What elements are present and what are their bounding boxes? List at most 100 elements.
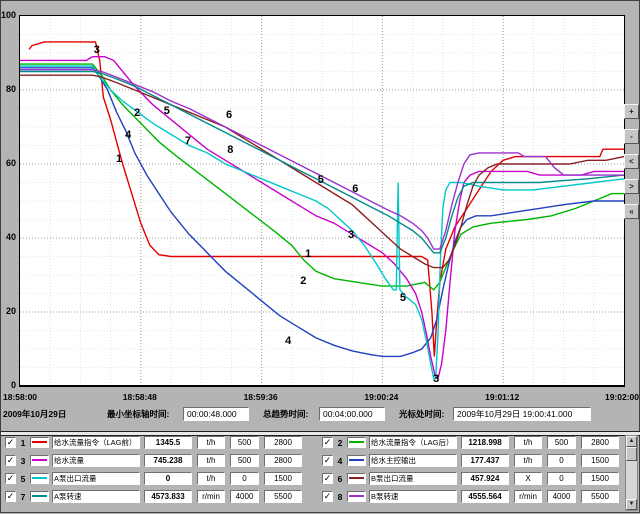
min-axis-time-field[interactable]: 00:00:48.000 xyxy=(183,407,249,421)
info-bar: 2009年10月29日 最小坐标轴时间: 00:00:48.000 总趋势时间:… xyxy=(1,407,640,423)
curve-color-swatch xyxy=(347,455,366,466)
curve-number-label: 4 xyxy=(285,334,292,347)
curve-range-min[interactable]: 500 xyxy=(230,436,259,449)
curve-range-max[interactable]: 2800 xyxy=(581,436,619,449)
legend-row: ✓ 7 A泵转速 4573.833 r/min 4000 5500 xyxy=(5,489,305,504)
curve-color-swatch xyxy=(30,437,49,448)
x-axis-tick: 18:59:36 xyxy=(243,392,278,402)
curve-label: 给水流量指令（LAG后） xyxy=(369,436,457,449)
curve-range-min[interactable]: 0 xyxy=(230,472,259,485)
legend-row: ✓ 4 给水主控输出 177.437 t/h 0 1500 xyxy=(322,453,622,468)
curve-color-swatch xyxy=(30,473,49,484)
curve-number-label: 7 xyxy=(184,134,192,147)
curve-number-label: 1 xyxy=(305,247,312,260)
curve-range-max[interactable]: 2800 xyxy=(264,454,302,467)
curve-number: 4 xyxy=(337,455,343,466)
legend-column-left: ✓ 1 给水流量指令（LAG前） 1345.5 t/h 500 2800 ✓ 3 给水流量 745.… xyxy=(5,435,305,507)
curve-unit: t/h xyxy=(514,454,542,467)
y-axis-label: 80 xyxy=(5,84,16,94)
curve-number-label: 4 xyxy=(125,129,132,142)
curve-number: 8 xyxy=(337,491,343,502)
trend-curves xyxy=(20,16,624,386)
scroll-down-icon[interactable]: ▼ xyxy=(626,499,637,510)
scroll-left-button[interactable]: < xyxy=(624,154,639,169)
curve-range-min[interactable]: 0 xyxy=(547,454,576,467)
curve-value: 4573.833 xyxy=(144,490,192,503)
curve-number: 1 xyxy=(20,437,26,448)
curve-range-min[interactable]: 500 xyxy=(230,454,259,467)
curve-number: 7 xyxy=(20,491,26,502)
total-trend-time-field[interactable]: 00:04:00.000 xyxy=(319,407,385,421)
curve-number-label: 6 xyxy=(225,108,233,121)
time-axis-strip: 18:58:00 18:58:48 18:59:36 19:00:24 19:01:12… xyxy=(1,387,640,431)
curve-visible-checkbox[interactable]: ✓ xyxy=(322,437,333,448)
curve-visible-checkbox[interactable]: ✓ xyxy=(5,473,16,484)
curve-range-max[interactable]: 1500 xyxy=(581,472,619,485)
page-left-button[interactable]: « xyxy=(624,204,639,219)
curve-label: 给水流量 xyxy=(52,454,140,467)
curve-number: 2 xyxy=(337,437,343,448)
separator xyxy=(1,431,640,436)
min-axis-time-label: 最小坐标轴时间: xyxy=(107,409,170,419)
curve-range-max[interactable]: 5500 xyxy=(581,490,619,503)
legend-column-right: ✓ 2 给水流量指令（LAG后） 1218.998 t/h 500 2800 ✓ 4 给水主控输出… xyxy=(322,435,622,507)
scroll-up-icon[interactable]: ▲ xyxy=(626,436,637,447)
trend-curve xyxy=(20,69,624,250)
curve-range-min[interactable]: 0 xyxy=(547,472,576,485)
scrollbar-thumb[interactable] xyxy=(626,447,637,461)
scroll-right-button[interactable]: > xyxy=(624,179,639,194)
curve-visible-checkbox[interactable]: ✓ xyxy=(5,491,16,502)
curve-label: 给水流量指令（LAG前） xyxy=(52,436,140,449)
curve-range-min[interactable]: 4000 xyxy=(230,490,259,503)
curve-number-label: 1 xyxy=(116,153,123,166)
trend-curve xyxy=(20,56,624,381)
curve-color-swatch xyxy=(30,491,49,502)
curve-color-swatch xyxy=(347,491,366,502)
curve-value: 177.437 xyxy=(461,454,509,467)
curve-color-swatch xyxy=(347,473,366,484)
x-axis-tick: 18:58:48 xyxy=(122,392,157,402)
curve-number-label: 5 xyxy=(163,105,170,118)
curve-number: 3 xyxy=(20,455,26,466)
curve-range-max[interactable]: 2800 xyxy=(264,436,302,449)
curve-value: 1218.998 xyxy=(461,436,509,449)
legend-row: ✓ 5 A泵出口流量 0 t/h 0 1500 xyxy=(5,471,305,486)
curve-visible-checkbox[interactable]: ✓ xyxy=(5,437,16,448)
cursor-time-label: 光标处时间: xyxy=(399,409,445,419)
legend-row: ✓ 8 B泵转速 4555.564 r/min 4000 5500 xyxy=(322,489,622,504)
cursor-time-field[interactable]: 2009年10月29日 19:00:41.000 xyxy=(453,407,591,421)
trend-curve xyxy=(20,65,624,380)
curve-number-label: 3 xyxy=(433,373,440,386)
zoom-out-button[interactable]: - xyxy=(624,129,639,144)
zoom-in-button[interactable]: + xyxy=(624,104,639,119)
trend-curve xyxy=(20,70,624,254)
curve-number-label: 8 xyxy=(227,144,234,157)
curve-range-max[interactable]: 5500 xyxy=(264,490,302,503)
date-label: 2009年10月29日 xyxy=(3,409,67,419)
curve-unit: t/h xyxy=(514,436,542,449)
x-axis-ticks: 18:58:00 18:58:48 18:59:36 19:00:24 19:01:12… xyxy=(3,392,639,403)
y-axis-label: 0 xyxy=(10,380,16,390)
curve-number-label: 3 xyxy=(93,44,100,57)
y-axis-label: 100 xyxy=(0,10,16,20)
legend-row: ✓ 3 给水流量 745.238 t/h 500 2800 xyxy=(5,453,305,468)
curve-range-min[interactable]: 4000 xyxy=(547,490,576,503)
curve-label: B泵转速 xyxy=(369,490,457,503)
curve-visible-checkbox[interactable]: ✓ xyxy=(322,491,333,502)
curve-unit: r/min xyxy=(514,490,542,503)
curve-range-max[interactable]: 1500 xyxy=(264,472,302,485)
curve-number-label: 6 xyxy=(352,182,359,195)
legend-scrollbar[interactable]: ▲ ▼ xyxy=(625,435,638,511)
curve-value: 4555.564 xyxy=(461,490,509,503)
curve-visible-checkbox[interactable]: ✓ xyxy=(322,473,333,484)
curve-range-min[interactable]: 500 xyxy=(547,436,576,449)
x-axis-tick: 18:58:00 xyxy=(3,392,38,402)
curve-unit: t/h xyxy=(197,472,225,485)
curve-visible-checkbox[interactable]: ✓ xyxy=(5,455,16,466)
legend-row: ✓ 6 B泵出口流量 457.924 X 0 1500 xyxy=(322,471,622,486)
trend-curve xyxy=(28,41,624,357)
curve-visible-checkbox[interactable]: ✓ xyxy=(322,455,333,466)
curve-range-max[interactable]: 1500 xyxy=(581,454,619,467)
curve-number: 5 xyxy=(20,473,26,484)
